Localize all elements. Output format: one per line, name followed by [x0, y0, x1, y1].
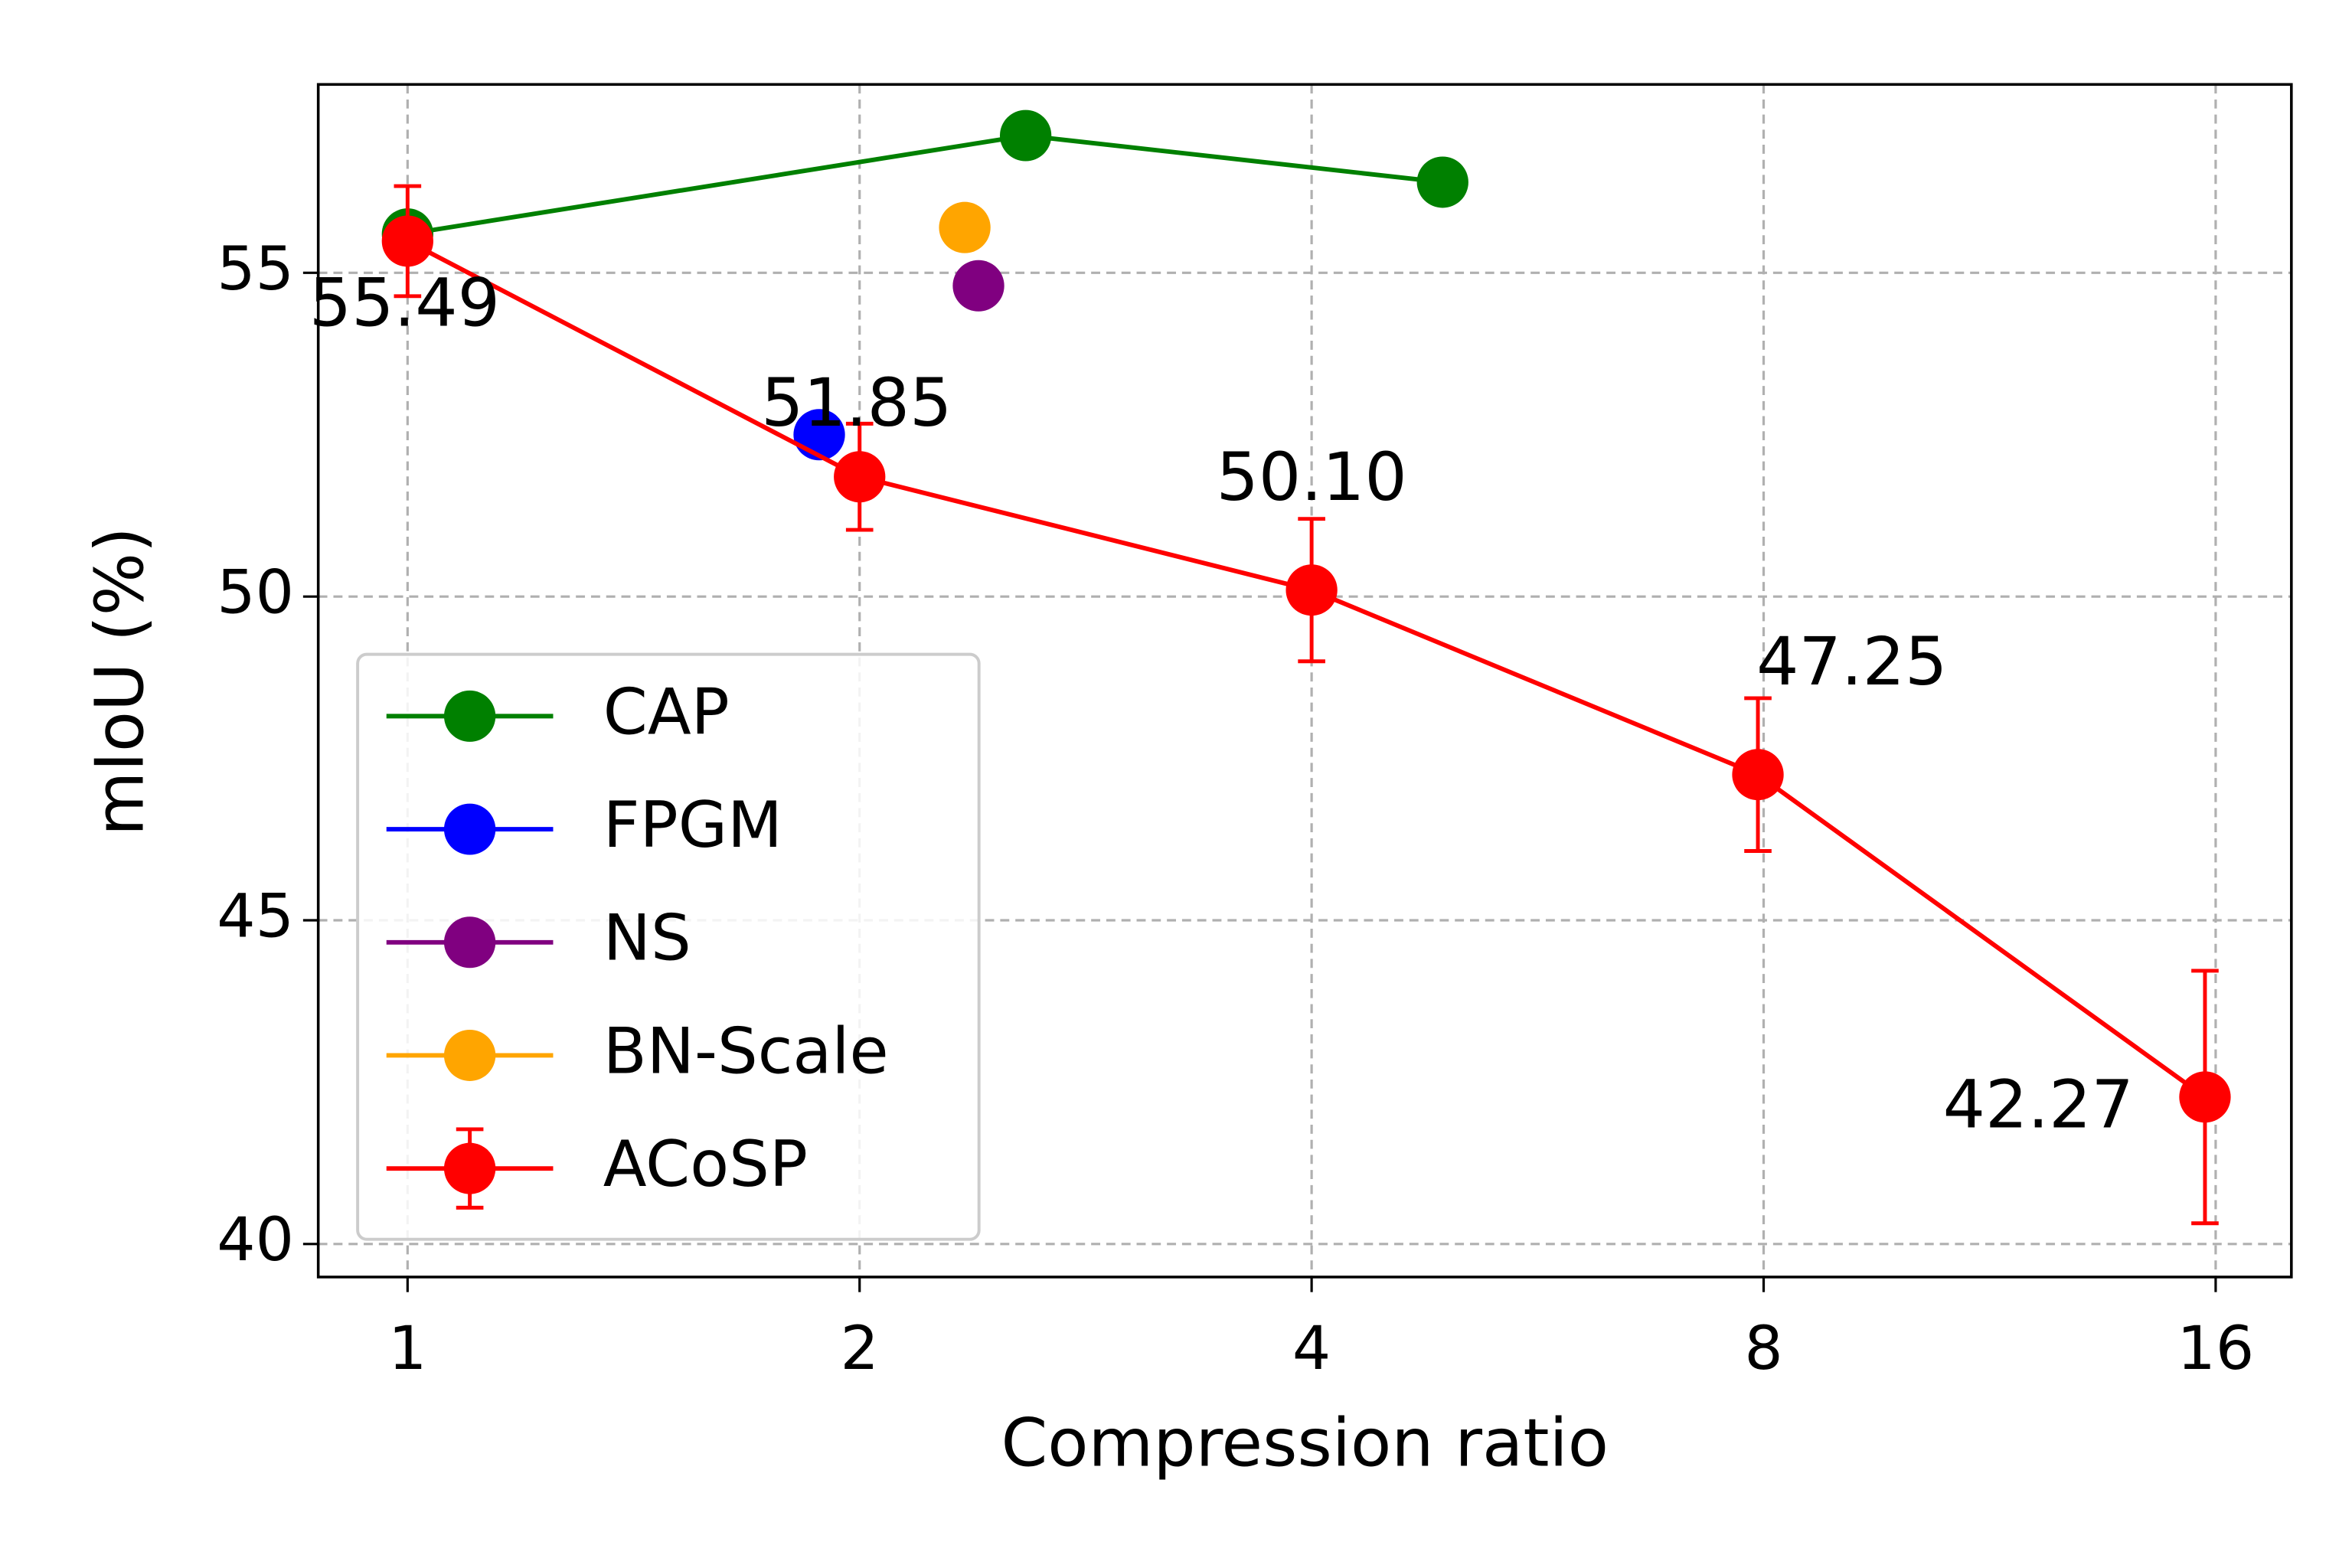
legend-label: FPGM	[603, 788, 782, 862]
marker	[1416, 156, 1468, 208]
y-tick-label: 45	[217, 881, 294, 952]
value-label: 47.25	[1756, 623, 1947, 701]
marker	[939, 201, 991, 253]
x-tick-label: 2	[841, 1313, 879, 1383]
marker	[1732, 749, 1784, 801]
marker	[2179, 1071, 2231, 1123]
marker	[381, 215, 433, 267]
x-tick-label: 8	[1744, 1313, 1782, 1383]
x-tick-label: 4	[1292, 1313, 1331, 1383]
marker	[999, 109, 1052, 162]
legend-marker	[443, 803, 496, 855]
x-tick-label: 1	[388, 1313, 426, 1383]
y-tick-label: 40	[217, 1204, 294, 1275]
value-label: 51.85	[761, 364, 952, 442]
legend-marker	[443, 1029, 496, 1081]
legend-box	[356, 652, 981, 1241]
value-label: 50.10	[1216, 439, 1406, 516]
marker	[952, 260, 1004, 312]
x-tick-label: 16	[2177, 1313, 2255, 1383]
marker	[1285, 564, 1338, 616]
legend-marker	[443, 690, 496, 742]
x-axis-label: Compression ratio	[1001, 1405, 1609, 1482]
y-axis-label: mIoU (%)	[81, 527, 158, 836]
marker	[834, 451, 886, 503]
legend-label: NS	[603, 901, 691, 975]
series-line	[407, 133, 1443, 237]
legend-label: ACoSP	[603, 1127, 808, 1201]
value-label: 42.27	[1943, 1067, 2134, 1144]
legend-marker	[443, 1142, 496, 1194]
legend-marker	[443, 916, 496, 969]
legend-label: BN-Scale	[603, 1014, 889, 1089]
y-tick-label: 50	[217, 557, 294, 628]
legend-label: CAP	[603, 675, 730, 749]
plot-frame	[316, 83, 2293, 1279]
y-tick-label: 55	[217, 234, 294, 304]
value-label: 55.49	[309, 265, 500, 342]
